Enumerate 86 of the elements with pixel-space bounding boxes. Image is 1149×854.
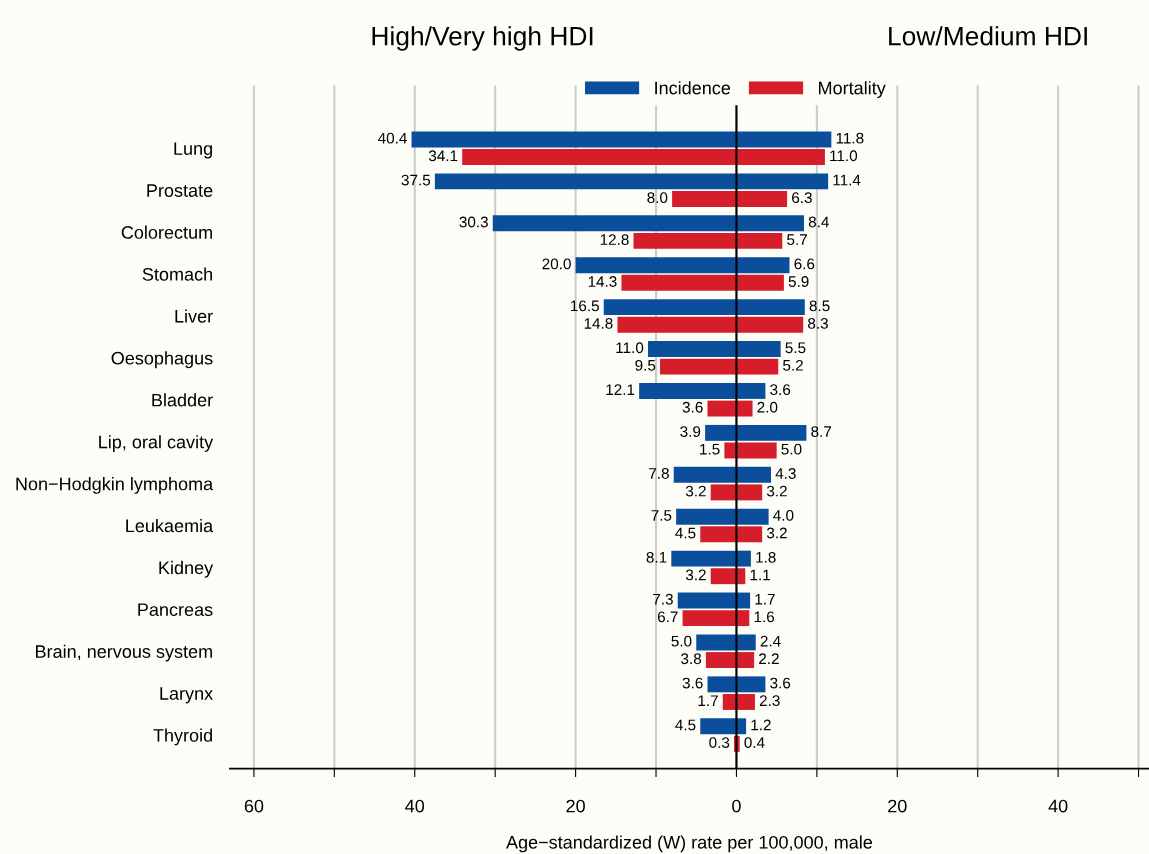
data-label: 1.7 [698,695,718,706]
data-label: 5.0 [781,443,802,455]
data-label: 4.3 [775,468,796,479]
data-label: 1.6 [754,611,775,623]
data-label: 7.3 [653,593,673,605]
x-tick-label: 60 [244,799,264,813]
y-tick-label: Lip, oral cavity [99,435,214,452]
legend-label: Mortality [819,81,886,98]
data-label: 5.7 [787,234,807,245]
data-label: 5.9 [788,276,809,287]
data-label: 5.5 [785,342,806,354]
data-label: 7.5 [651,510,672,521]
data-label: 3.2 [685,485,706,497]
data-label: 3.9 [680,426,701,437]
y-tick-label: Pancreas [138,603,213,617]
data-label: 3.2 [685,569,706,581]
data-label: 1.2 [751,719,771,731]
data-label: 8.4 [808,216,829,228]
data-label: 16.5 [571,300,599,312]
data-label: 7.8 [649,468,669,479]
data-label: 8.0 [647,192,668,204]
data-label: 5.0 [671,635,692,647]
data-label: 34.1 [428,150,458,162]
data-label: 20.0 [542,258,571,270]
text: Low/Medium HDI [889,26,1087,46]
x-tick-label: 40 [1048,799,1068,813]
data-label: 1.5 [700,443,720,455]
y-tick-label: Larynx [160,687,213,704]
data-label: 8.5 [809,300,830,312]
y-tick-label: Kidney [159,560,214,578]
data-label: 4.5 [675,527,696,539]
data-label: 1.8 [756,551,776,563]
data-label: 1.7 [755,593,775,605]
data-label: 4.5 [675,719,696,731]
data-label: 11.0 [830,150,858,162]
y-tick-label: Leukaemia [126,518,214,533]
data-label: 5.2 [783,359,803,371]
data-label: 11.0 [616,342,644,354]
y-tick-label: Prostate [147,184,213,197]
x-tick-label: 20 [566,799,585,813]
y-tick-label: Oesophagus [111,351,213,369]
data-label: 3.6 [682,677,703,689]
x-tick-label: 0 [732,799,741,813]
data-label: 6.3 [792,192,812,204]
legend-label: Incidence [655,81,731,95]
data-label: 6.7 [657,611,678,623]
data-label: 8.3 [808,318,828,329]
y-tick-label: Stomach [142,267,212,281]
data-label: 2.3 [759,695,780,707]
data-label: 14.3 [588,276,617,287]
data-label: 6.6 [794,258,815,270]
y-tick-label: Lung [174,142,212,159]
data-label: 30.3 [459,216,488,228]
text: High/Very high HDI [372,26,593,51]
data-label: 3.2 [766,527,787,539]
data-label: 8.1 [646,551,667,563]
y-tick-label: Colorectum [121,225,212,239]
data-label: 2.2 [759,653,779,664]
data-label: 37.5 [401,174,431,186]
y-tick-label: Liver [175,309,213,323]
x-tick-label: 40 [405,799,425,813]
y-tick-label: Non−Hodgkin lymphoma [16,477,214,494]
data-label: 3.8 [681,653,702,665]
y-tick-label: Thyroid [153,728,212,746]
x-tick-label: 20 [888,799,907,813]
data-label: 3.6 [682,401,703,413]
data-label: 8.7 [811,426,832,437]
data-label: 9.5 [635,359,656,371]
y-tick-label: Bladder [152,393,213,407]
data-label: 2.4 [760,635,781,647]
data-label: 11.4 [833,174,861,186]
data-label: 3.6 [770,384,791,396]
x-axis-title: Age−standardized (W) rate per 100,000, male [506,835,873,853]
data-label: 1.1 [750,569,770,581]
data-label: 40.4 [378,132,407,144]
data-label: 14.8 [584,318,613,329]
data-label: 0.4 [744,737,765,748]
data-label: 12.8 [600,234,629,245]
data-label: 4.0 [773,509,794,521]
data-label: 3.2 [766,485,787,497]
data-label: 3.6 [770,677,791,689]
data-label: 0.3 [709,737,730,748]
data-label: 11.8 [836,132,864,144]
data-label: 12.1 [606,384,635,395]
data-label: 2.0 [757,401,778,413]
y-tick-label: Brain, nervous system [36,644,212,662]
